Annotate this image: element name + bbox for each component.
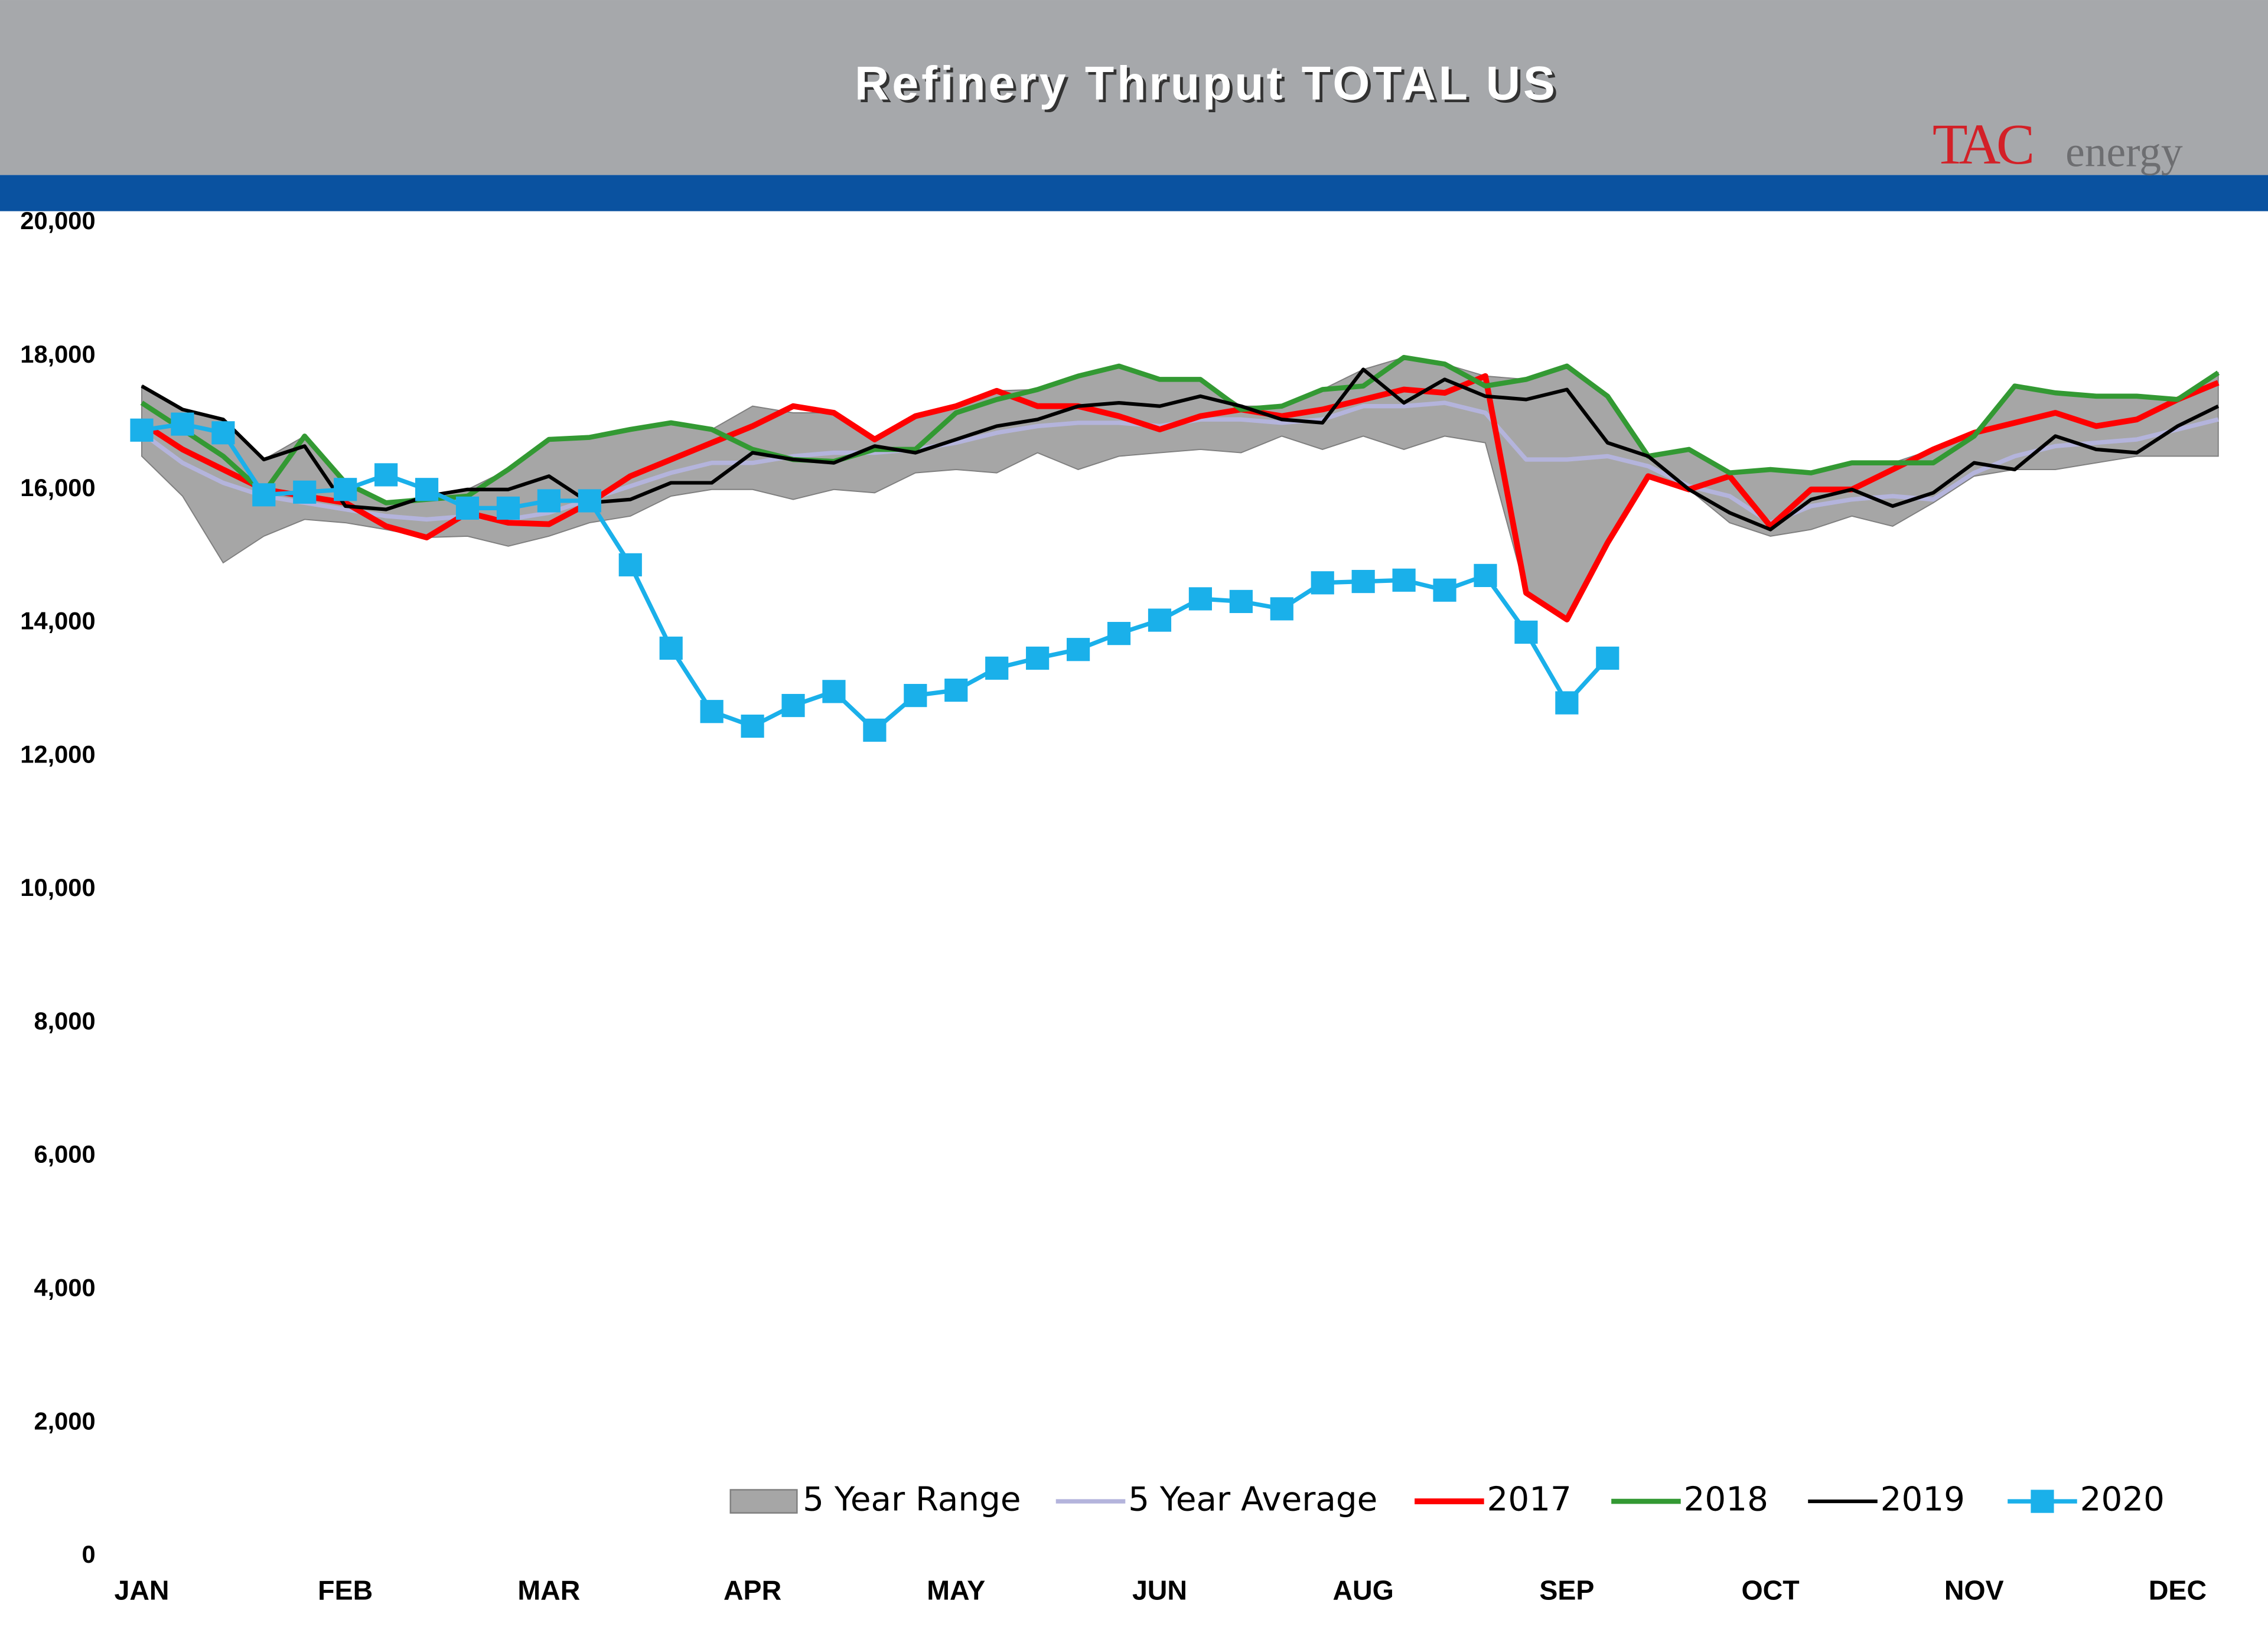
series-line <box>140 354 2220 506</box>
plot-area: 0 2,000 4,000 6,000 8,000 10,000 12,000 14,000 1… <box>20 207 2220 1606</box>
legend-marker <box>2031 1489 2054 1513</box>
legend-label: 5 Year Range <box>803 1481 1021 1519</box>
point-marker <box>1392 568 1416 592</box>
point-marker <box>985 656 1009 680</box>
point-marker <box>1596 646 1619 670</box>
point-marker <box>1311 571 1334 595</box>
logo-energy: energy <box>2065 128 2183 175</box>
legend-swatch <box>729 1489 798 1514</box>
chart-title: Refinery Thruput TOTAL US <box>855 57 1558 110</box>
legend-label: 2017 <box>1487 1481 1572 1519</box>
point-marker <box>1026 646 1050 670</box>
point-marker <box>904 684 927 708</box>
point-marker <box>1229 589 1253 614</box>
point-marker <box>455 496 480 520</box>
point-marker <box>741 714 764 738</box>
legend-label: 5 Year Average <box>1128 1481 1377 1519</box>
y-tick-label: 0 <box>82 1540 95 1568</box>
point-marker <box>130 418 154 442</box>
point-marker <box>578 489 601 513</box>
point-marker <box>415 478 439 501</box>
y-tick-label: 14,000 <box>20 607 95 635</box>
x-tick-label: AUG <box>1332 1575 1393 1606</box>
title-shadow: Refinery Thruput TOTAL US <box>858 60 1561 113</box>
y-tick-label: 20,000 <box>20 207 95 234</box>
x-tick-label: OCT <box>1741 1575 1799 1606</box>
point-marker <box>944 678 968 702</box>
point-marker <box>374 463 398 487</box>
y-tick-label: 4,000 <box>34 1274 95 1302</box>
y-tick-label: 2,000 <box>34 1407 95 1435</box>
point-marker <box>1270 597 1293 621</box>
series-line <box>140 373 2220 622</box>
header-band <box>0 0 2268 175</box>
point-marker <box>537 489 561 513</box>
y-tick-label: 6,000 <box>34 1140 95 1168</box>
point-marker <box>1107 622 1131 646</box>
x-tick-label: FEB <box>318 1575 373 1606</box>
point-marker <box>1555 691 1579 715</box>
point-marker <box>781 693 805 718</box>
point-marker <box>252 483 276 507</box>
point-marker <box>293 480 317 504</box>
point-marker <box>1433 578 1456 602</box>
x-tick-label: APR <box>724 1575 781 1606</box>
point-marker <box>863 718 887 742</box>
y-tick-label: 12,000 <box>20 740 95 768</box>
x-tick-label: NOV <box>1944 1575 2004 1606</box>
point-marker <box>1514 620 1538 644</box>
point-marker <box>171 412 194 436</box>
x-tick-label: MAR <box>517 1575 580 1606</box>
point-marker <box>700 700 724 723</box>
header-stripe <box>0 175 2268 211</box>
point-marker <box>211 421 235 445</box>
x-tick-label: MAY <box>927 1575 985 1606</box>
legend-label: 2018 <box>1684 1481 1768 1519</box>
range-area <box>141 357 2219 621</box>
y-tick-label: 18,000 <box>20 340 95 368</box>
x-tick-label: JAN <box>114 1575 169 1606</box>
point-marker <box>822 680 846 703</box>
x-tick-label: DEC <box>2149 1575 2207 1606</box>
point-marker <box>334 478 357 501</box>
series-line <box>141 367 2220 532</box>
logo-tac: TAC <box>1933 113 2032 177</box>
x-tick-label: SEP <box>1539 1575 1594 1606</box>
point-marker <box>1067 638 1090 661</box>
y-tick-label: 10,000 <box>20 873 95 901</box>
point-marker <box>1474 563 1497 587</box>
point-marker <box>1188 587 1212 611</box>
legend-label: 2020 <box>2080 1481 2165 1519</box>
point-marker <box>496 496 520 520</box>
point-marker <box>618 553 642 576</box>
point-marker <box>1148 608 1172 632</box>
x-tick-label: JUN <box>1132 1575 1187 1606</box>
point-marker <box>659 636 683 660</box>
point-marker <box>1351 569 1375 594</box>
legend-label: 2019 <box>1881 1481 1965 1519</box>
y-tick-label: 8,000 <box>34 1007 95 1035</box>
y-tick-label: 16,000 <box>20 474 95 501</box>
